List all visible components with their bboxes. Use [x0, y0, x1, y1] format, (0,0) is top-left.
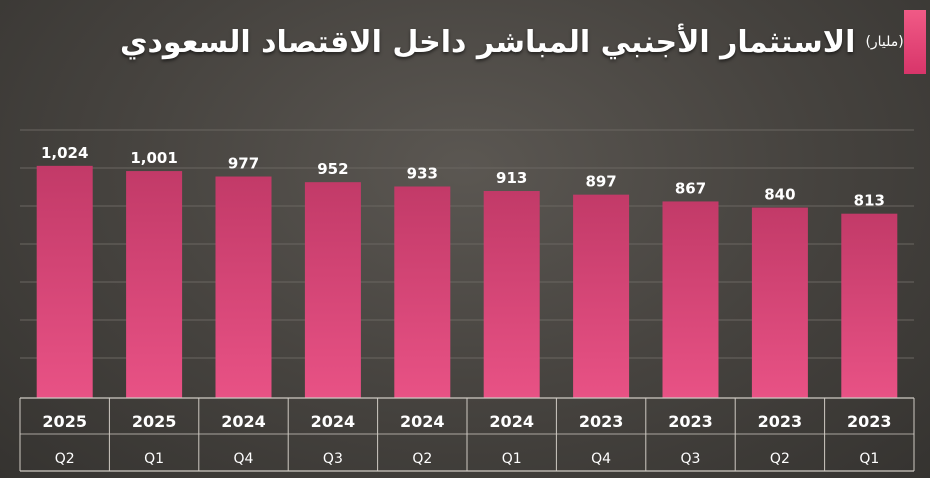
value-label: 840: [764, 186, 795, 204]
bar: [394, 186, 451, 398]
bar: [483, 191, 540, 398]
bar: [126, 171, 183, 398]
unit-label: (مليار): [865, 34, 904, 50]
x-tick-year: 2024: [489, 412, 534, 431]
x-tick-year: 2024: [311, 412, 356, 431]
x-tick-year: 2025: [42, 412, 87, 431]
bars: [36, 165, 898, 398]
x-tick-quarter: Q3: [681, 451, 701, 467]
bar: [573, 194, 630, 398]
value-label: 977: [228, 155, 259, 173]
x-tick-year: 2023: [847, 412, 892, 431]
value-label: 913: [496, 169, 527, 187]
x-tick-quarter: Q1: [144, 451, 164, 467]
bar: [751, 207, 808, 398]
x-tick-quarter: Q4: [591, 451, 611, 467]
value-label: 952: [317, 160, 348, 178]
chart-title: الاستثمار الأجنبي المباشر داخل الاقتصاد …: [120, 24, 856, 60]
bar: [304, 182, 361, 398]
bar: [841, 213, 898, 398]
x-tick-year: 2023: [758, 412, 803, 431]
x-tick-year: 2024: [221, 412, 266, 431]
value-label: 867: [675, 179, 706, 197]
value-label: 1,024: [41, 144, 88, 162]
x-tick-year: 2023: [579, 412, 624, 431]
value-label: 933: [407, 164, 438, 182]
value-labels: 1,024 1,001 977 952 933 913 897 867 840 813: [41, 144, 885, 210]
value-label: 1,001: [130, 149, 177, 167]
bar: [215, 176, 272, 398]
value-label: 897: [585, 173, 616, 191]
bar: [36, 165, 93, 398]
chart-header: الاستثمار الأجنبي المباشر داخل الاقتصاد …: [120, 14, 904, 70]
x-tick-quarter: Q1: [859, 451, 879, 467]
x-tick-year: 2025: [132, 412, 177, 431]
x-tick-year: 2024: [400, 412, 445, 431]
x-axis-table: 2025 Q2 2025 Q1 2024 Q4 2024 Q3 2024 Q2 2024 Q1 2023…: [19, 397, 915, 472]
x-tick-quarter: Q2: [770, 451, 790, 467]
bar: [662, 201, 719, 398]
x-tick-quarter: Q1: [502, 451, 522, 467]
x-tick-quarter: Q2: [55, 451, 75, 467]
x-tick-quarter: Q2: [412, 451, 432, 467]
value-label: 813: [854, 192, 885, 210]
title-accent-bar: [904, 10, 926, 74]
x-tick-year: 2023: [668, 412, 713, 431]
x-tick-quarter: Q3: [323, 451, 343, 467]
x-tick-quarter: Q4: [234, 451, 254, 467]
